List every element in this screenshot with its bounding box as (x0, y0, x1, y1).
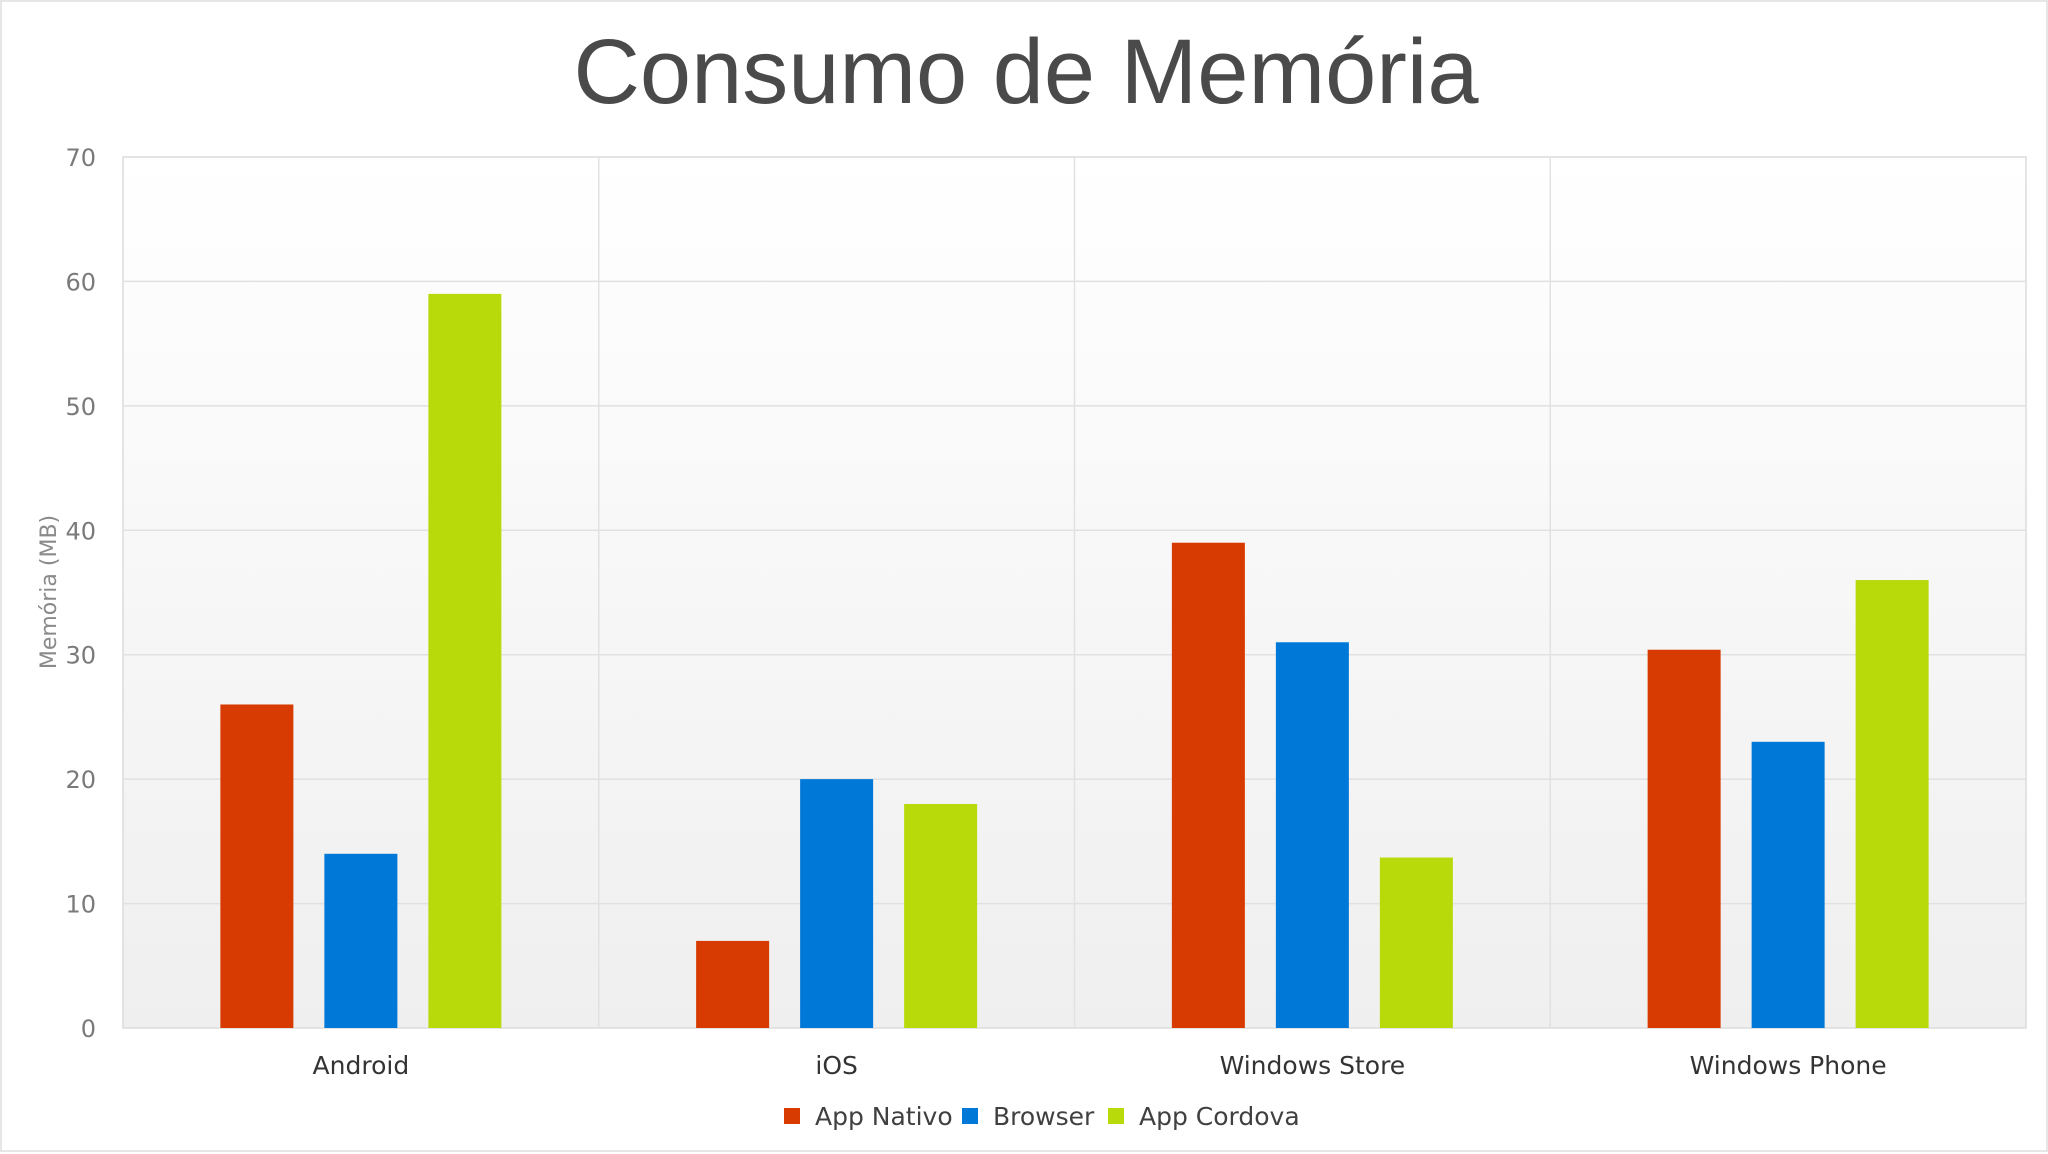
bar-app-nativo (220, 704, 294, 1028)
y-tick-label: 50 (65, 393, 96, 421)
bar-app-cordova (428, 293, 502, 1028)
legend-label: App Cordova (1139, 1102, 1300, 1131)
legend-swatch (784, 1108, 800, 1124)
bar-app-cordova (1379, 857, 1453, 1028)
y-tick-label: 70 (65, 144, 96, 172)
bar-browser (1751, 741, 1825, 1028)
bar-app-nativo (1171, 542, 1245, 1028)
bar-app-cordova (1855, 580, 1929, 1028)
y-tick-label: 40 (65, 517, 96, 545)
y-tick-label: 10 (65, 891, 96, 919)
bar-browser (1275, 642, 1349, 1028)
legend-swatch (962, 1108, 978, 1124)
y-tick-label: 0 (81, 1015, 96, 1043)
x-tick-label: Windows Store (1220, 1051, 1406, 1080)
legend-label: App Nativo (815, 1102, 953, 1131)
x-tick-label: iOS (815, 1051, 858, 1080)
bar-browser (324, 853, 398, 1028)
x-tick-label: Windows Phone (1690, 1051, 1887, 1080)
bar-app-cordova (904, 804, 978, 1028)
y-axis-title: Memória (MB) (37, 515, 62, 669)
legend-label: Browser (993, 1102, 1095, 1131)
y-tick-label: 60 (65, 268, 96, 296)
legend-swatch (1108, 1108, 1124, 1124)
y-tick-label: 30 (65, 642, 96, 670)
bar-app-nativo (1647, 649, 1721, 1028)
bar-browser (800, 779, 874, 1028)
bar-app-nativo (696, 940, 770, 1028)
chart-title: Consumo de Memória (573, 21, 1479, 123)
x-tick-label: Android (313, 1051, 410, 1080)
y-tick-label: 20 (65, 766, 96, 794)
